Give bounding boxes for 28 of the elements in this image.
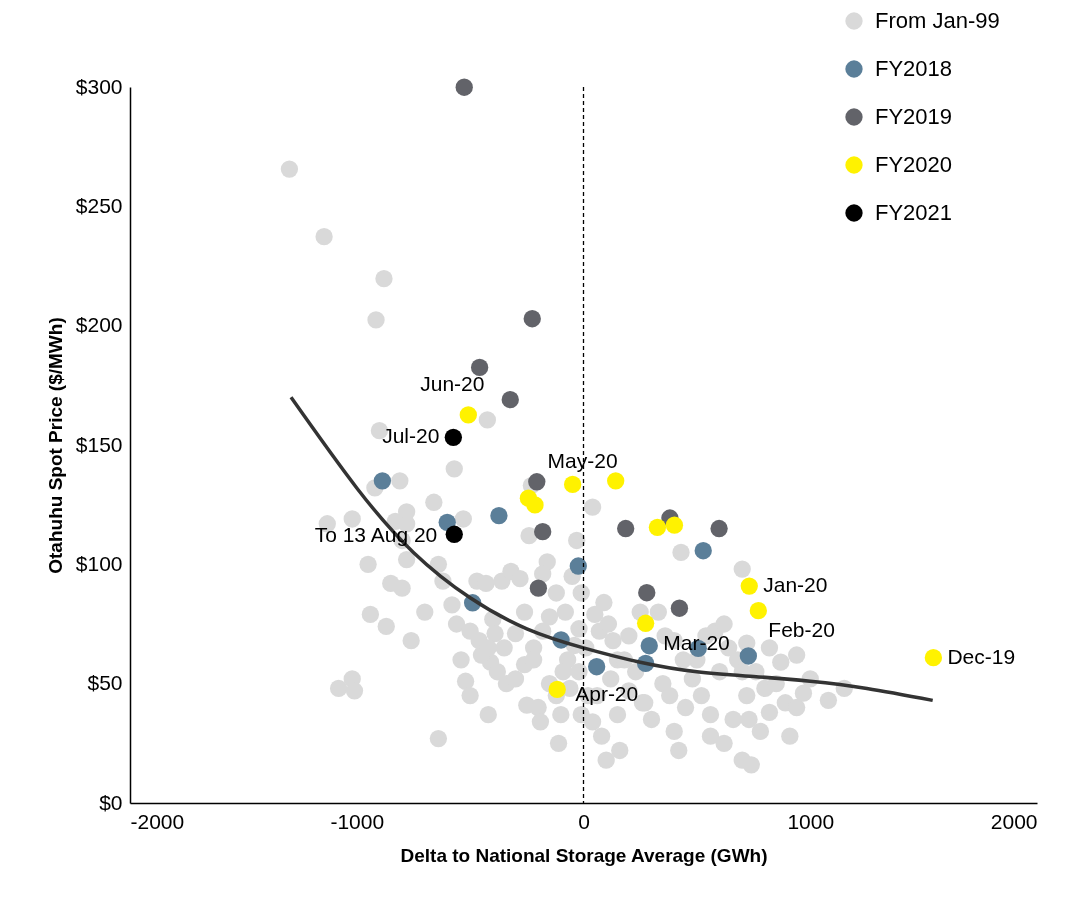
y-tick-label: $100: [75, 551, 123, 575]
y-tick-label: $50: [87, 671, 123, 695]
legend-label: FY2020: [875, 152, 953, 177]
annotation: Jul-20: [382, 424, 440, 448]
x-tick-label: 0: [578, 809, 590, 833]
legend-label: FY2021: [875, 200, 953, 225]
annotation: Jun-20: [420, 371, 485, 395]
y-tick-label: $300: [75, 74, 123, 98]
x-axis-title: Delta to National Storage Average (GWh): [400, 844, 768, 866]
y-tick-label: $150: [75, 432, 123, 456]
annotation: Apr-20: [575, 682, 639, 706]
annotation: Dec-19: [947, 644, 1016, 668]
legend-label: FY2018: [875, 56, 953, 81]
x-tick-label: -2000: [130, 809, 185, 833]
y-tick-label: $0: [99, 790, 123, 814]
x-tick-label: -1000: [330, 809, 385, 833]
line-series: [289, 395, 935, 703]
annotation: Feb-20: [768, 617, 835, 641]
y-tick-label: $200: [75, 313, 123, 337]
annotation: Jan-20: [763, 573, 828, 597]
y-axis-title: Otahuhu Spot Price ($/MWh): [44, 317, 66, 574]
legend-label: FY2019: [875, 104, 953, 129]
x-tick-label: 2000: [990, 809, 1038, 833]
x-tick-label: 1000: [787, 809, 835, 833]
annotation: May-20: [547, 449, 618, 473]
legend-label: From Jan-99: [875, 8, 1000, 33]
y-tick-label: $250: [75, 193, 123, 217]
annotation: Mar-20: [663, 630, 730, 654]
